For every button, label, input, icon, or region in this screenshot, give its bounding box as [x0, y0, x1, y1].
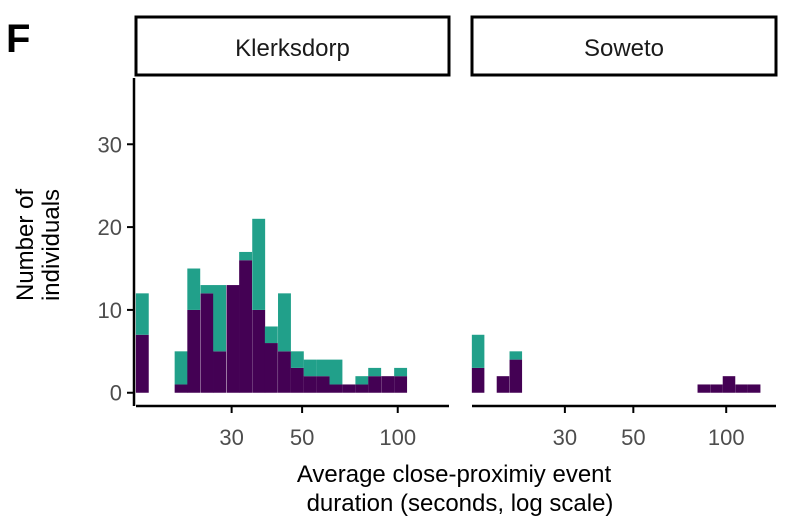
- bar-klerksdorp-bottom-14: [329, 384, 343, 393]
- bar-klerksdorp-bottom-4: [200, 293, 214, 393]
- bar-soweto-bottom-22: [747, 384, 761, 393]
- x-axis-title-line1: Average close-proximiy event: [297, 461, 612, 488]
- y-axis-title-line2: individuals: [38, 189, 65, 301]
- y-tick-label-30: 30: [98, 132, 122, 157]
- y-axis-title: Number of individuals: [12, 189, 65, 301]
- bar-klerksdorp-bottom-19: [394, 376, 408, 393]
- bar-klerksdorp-bottom-13: [316, 376, 330, 393]
- bar-soweto-bottom-3: [509, 359, 523, 393]
- bar-klerksdorp-bottom-16: [355, 384, 369, 393]
- bar-klerksdorp-bottom-7: [239, 260, 253, 393]
- bar-klerksdorp-bottom-15: [342, 384, 356, 393]
- x-axis-title-line2: duration (seconds, log scale): [307, 490, 614, 517]
- bar-klerksdorp-top-0: [135, 293, 149, 335]
- bar-klerksdorp-bottom-17: [368, 376, 382, 393]
- strip-label-klerksdorp: Klerksdorp: [235, 35, 350, 62]
- bar-soweto-top-3: [509, 351, 523, 360]
- bar-soweto-bottom-19: [710, 384, 723, 393]
- strip-box-soweto: [470, 15, 778, 77]
- bar-klerksdorp-top-11: [290, 351, 304, 368]
- bar-klerksdorp-top-16: [355, 376, 369, 385]
- strip-klerksdorp: Klerksdorp: [134, 15, 451, 77]
- bar-klerksdorp-top-2: [174, 351, 188, 385]
- bar-klerksdorp-top-13: [316, 359, 330, 377]
- bar-klerksdorp-top-10: [278, 293, 291, 352]
- bar-klerksdorp-top-17: [368, 367, 382, 377]
- bar-klerksdorp-top-7: [239, 251, 253, 261]
- bar-klerksdorp-bottom-5: [213, 351, 227, 393]
- y-axis-title-line1: Number of: [12, 189, 39, 301]
- bar-klerksdorp-top-4: [200, 285, 214, 294]
- bar-soweto-bottom-0: [471, 367, 485, 393]
- y-tick-label-20: 20: [98, 215, 122, 240]
- bar-soweto-bottom-18: [697, 384, 711, 393]
- strip-label-soweto: Soweto: [584, 35, 664, 62]
- bar-klerksdorp-bottom-9: [264, 343, 278, 393]
- x-tick-label-soweto-50: 50: [621, 425, 645, 450]
- bar-soweto-bottom-21: [735, 384, 748, 393]
- y-axis: 0 10 20 30: [98, 78, 136, 406]
- bar-klerksdorp-top-14: [329, 359, 343, 385]
- bar-klerksdorp-bottom-0: [135, 334, 149, 393]
- x-tick-label-soweto-100: 100: [708, 425, 745, 450]
- bar-klerksdorp-bottom-12: [303, 376, 317, 393]
- bar-soweto-top-0: [471, 334, 485, 368]
- bar-soweto-bottom-20: [722, 376, 736, 393]
- bar-klerksdorp-bottom-11: [290, 367, 304, 393]
- x-tick-label-klerksdorp-50: 50: [290, 425, 314, 450]
- bar-klerksdorp-top-5: [213, 285, 227, 352]
- bar-klerksdorp-top-8: [252, 218, 266, 310]
- bar-klerksdorp-bottom-18: [381, 376, 395, 393]
- strip-box-klerksdorp: [134, 15, 451, 77]
- panel-letter: F: [6, 17, 30, 61]
- bar-klerksdorp-bottom-6: [226, 285, 240, 393]
- bar-soweto-bottom-2: [496, 376, 510, 393]
- bar-klerksdorp-top-3: [187, 268, 201, 310]
- bar-klerksdorp-top-19: [394, 367, 408, 377]
- panel-soweto: 30 50 100: [471, 334, 776, 450]
- bar-klerksdorp-bottom-10: [278, 351, 291, 393]
- y-tick-label-0: 0: [110, 381, 122, 406]
- y-tick-label-10: 10: [98, 298, 122, 323]
- x-tick-label-klerksdorp-30: 30: [219, 425, 243, 450]
- bar-klerksdorp-top-9: [264, 326, 278, 344]
- x-tick-label-klerksdorp-100: 100: [379, 425, 416, 450]
- x-axis-title: Average close-proximiy event duration (s…: [297, 461, 614, 517]
- bar-klerksdorp-top-12: [303, 359, 317, 377]
- panel-klerksdorp: 30 50 100: [135, 218, 449, 450]
- strip-soweto: Soweto: [470, 15, 778, 77]
- bar-klerksdorp-bottom-2: [174, 384, 188, 393]
- x-tick-label-soweto-30: 30: [553, 425, 577, 450]
- bar-klerksdorp-bottom-3: [187, 309, 201, 393]
- bar-klerksdorp-bottom-8: [252, 309, 266, 393]
